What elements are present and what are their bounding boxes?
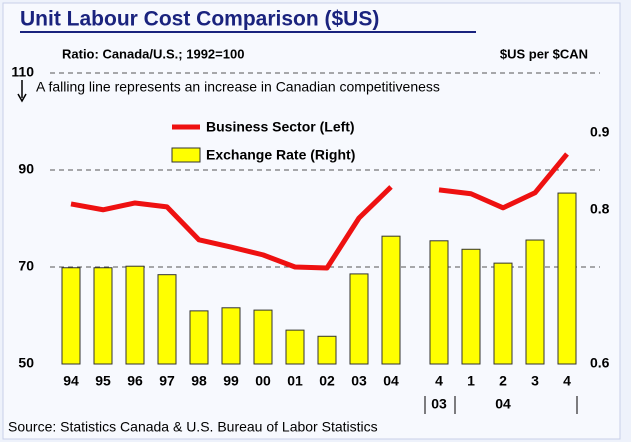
x-tick-label: 00 [255,373,271,389]
bar [525,239,545,365]
y-tick-label: 90 [18,161,34,177]
x-tick-label: 02 [319,373,335,389]
legend-label: Business Sector (Left) [206,119,355,135]
x-tick-label: 4 [435,373,443,389]
bar [461,248,481,365]
x-tick-label: 98 [191,373,207,389]
bar [381,235,401,365]
y2-tick-label: 0.8 [590,201,610,217]
bar [253,309,273,365]
bar [429,240,449,365]
chart-title: Unit Labour Cost Comparison ($US) [20,8,379,31]
legend-swatch [171,147,201,163]
bar [285,329,305,365]
annotation: A falling line represents an increase in… [36,79,440,95]
bar [349,273,369,365]
x-tick-label: 96 [127,373,143,389]
line [438,152,569,211]
legend-label: Exchange Rate (Right) [206,147,355,163]
x-tick-label: 04 [383,373,399,389]
x-tick-label: 94 [63,373,79,389]
bar [317,335,337,365]
line [70,185,393,271]
group-label: 03 [431,396,447,412]
x-tick-label: 95 [95,373,111,389]
x-tick-label: 03 [351,373,367,389]
y-tick-label: 50 [18,355,34,371]
x-tick-label: 01 [287,373,303,389]
x-tick-label: 97 [159,373,175,389]
group-label: 04 [495,396,511,412]
y-tick-label: 70 [18,258,34,274]
bar [157,274,177,365]
x-tick-label: 4 [563,373,571,389]
bar [61,267,81,365]
x-tick-label: 1 [467,373,475,389]
bar [125,265,145,365]
y2-tick-label: 0.6 [590,355,610,371]
x-tick-label: 99 [223,373,239,389]
panel [2,2,621,440]
subtitle: Ratio: Canada/U.S.; 1992=100 [62,46,244,61]
bar [189,310,209,365]
x-tick-label: 3 [531,373,539,389]
bar [93,267,113,365]
y2-label: $US per $CAN [500,46,588,61]
x-tick-label: 2 [499,373,507,389]
y-tick-label: 110 [11,64,34,80]
y2-tick-label: 0.9 [590,124,610,140]
bar [557,192,577,365]
arrow-head [17,93,27,103]
source: Source: Statistics Canada & U.S. Bureau … [8,419,378,435]
bar [493,262,513,365]
bar [221,307,241,365]
